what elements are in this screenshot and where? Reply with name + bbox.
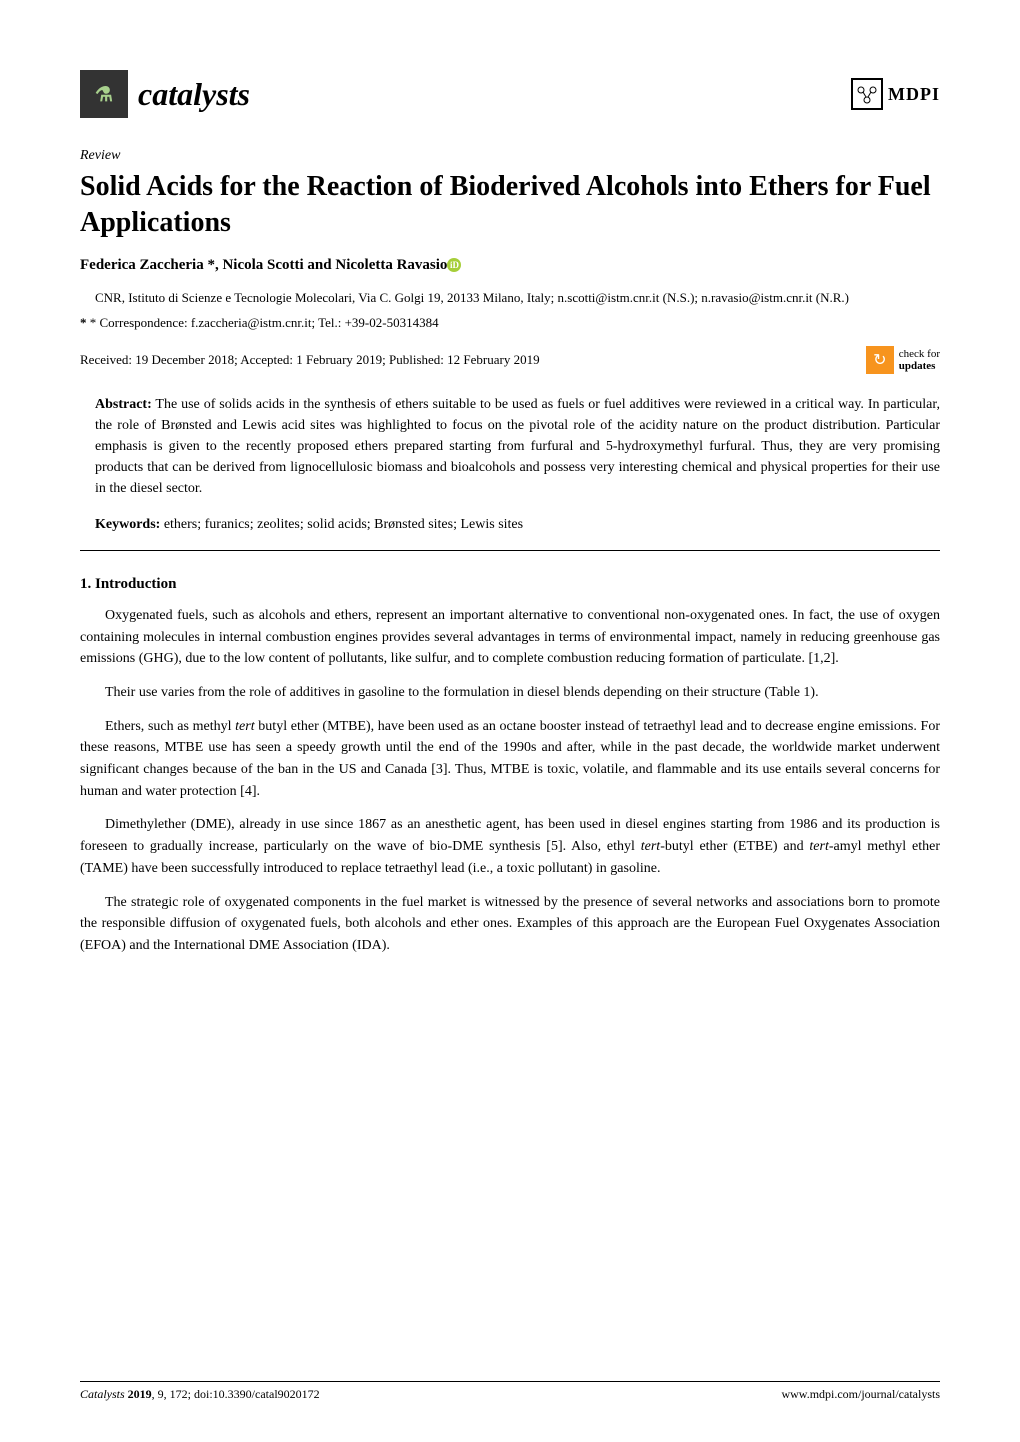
article-type: Review [80,148,940,164]
check-label: check for [899,348,940,360]
mdpi-logo: MDPI [851,78,940,110]
footer-right[interactable]: www.mdpi.com/journal/catalysts [781,1387,940,1402]
journal-url-link[interactable]: www.mdpi.com/journal/catalysts [781,1387,940,1401]
paragraph-5: The strategic role of oxygenated compone… [80,892,940,957]
dates-text: Received: 19 December 2018; Accepted: 1 … [80,352,540,368]
authors: Federica Zaccheria *, Nicola Scotti and … [80,257,940,274]
abstract-text: The use of solids acids in the synthesis… [95,397,940,496]
mdpi-icon [851,78,883,110]
intro-heading: 1. Introduction [80,576,940,593]
paragraph-3: Ethers, such as methyl tert butyl ether … [80,716,940,803]
article-title: Solid Acids for the Reaction of Bioderiv… [80,169,940,242]
header-row: ⚗ catalysts MDPI [80,70,940,118]
keywords-label: Keywords: [95,517,160,532]
paragraph-4: Dimethylether (DME), already in use sinc… [80,814,940,879]
correspondence-text: * Correspondence: f.zaccheria@istm.cnr.i… [90,315,439,330]
journal-name: catalysts [138,76,250,113]
abstract-label: Abstract: [95,397,152,412]
affiliation: CNR, Istituto di Scienze e Tecnologie Mo… [80,289,940,307]
check-updates-icon: ↻ [866,346,894,374]
footer-left: Catalysts 2019, 9, 172; doi:10.3390/cata… [80,1387,320,1402]
paragraph-2: Their use varies from the role of additi… [80,682,940,704]
orcid-icon: iD [447,258,461,272]
divider [80,550,940,551]
catalysts-icon: ⚗ [80,70,128,118]
keywords: Keywords: ethers; furanics; zeolites; so… [80,514,940,535]
check-bold: updates [899,360,940,372]
abstract: Abstract: The use of solids acids in the… [80,394,940,499]
mdpi-text: MDPI [888,84,940,105]
catalysts-glyph: ⚗ [95,82,113,107]
footer: Catalysts 2019, 9, 172; doi:10.3390/cata… [80,1381,940,1402]
keywords-text: ethers; furanics; zeolites; solid acids;… [160,517,523,532]
correspondence: * * Correspondence: f.zaccheria@istm.cnr… [80,315,940,331]
dates-row: Received: 19 December 2018; Accepted: 1 … [80,346,940,374]
authors-text: Federica Zaccheria *, Nicola Scotti and … [80,257,447,273]
journal-logo: ⚗ catalysts [80,70,250,118]
paragraph-1: Oxygenated fuels, such as alcohols and e… [80,605,940,670]
check-updates-badge[interactable]: ↻ check for updates [866,346,940,374]
